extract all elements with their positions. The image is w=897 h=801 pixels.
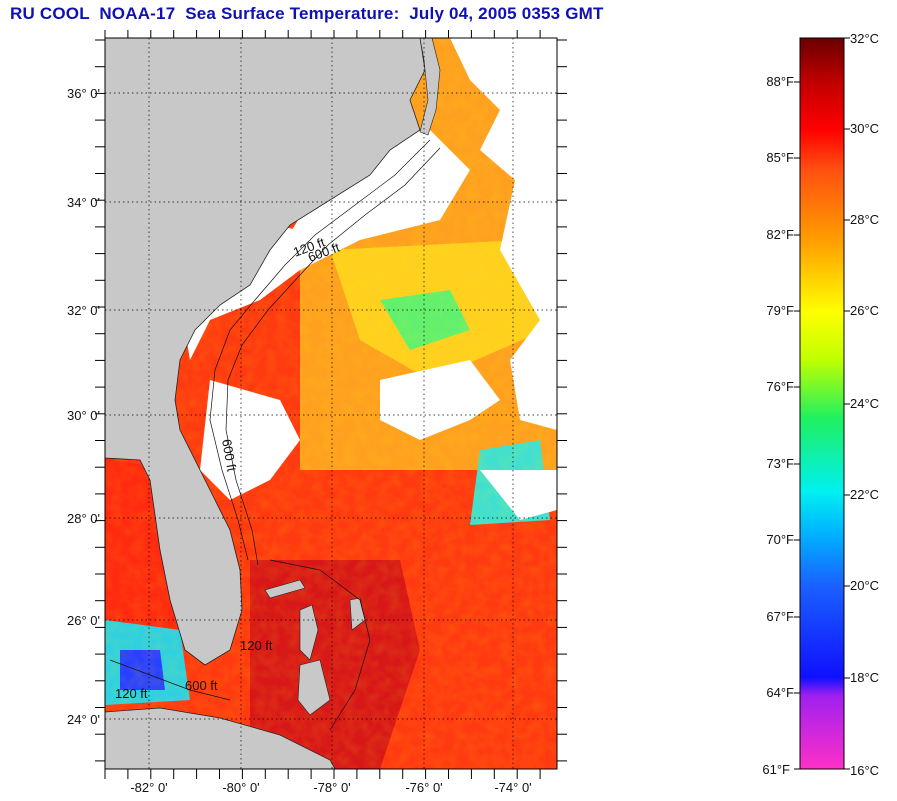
colorbar: 32°C 30°C 28°C 26°C 24°C 22°C 20°C 18°C … (762, 31, 879, 778)
lat-label: 30° 0' (67, 408, 100, 423)
land-cuba (105, 707, 336, 769)
lat-label: 34° 0' (67, 195, 100, 210)
fahrenheit-label: 64°F (766, 685, 794, 700)
fahrenheit-label: 88°F (766, 74, 794, 89)
contour-label: 600 ft (219, 438, 239, 473)
celsius-label: 16°C (850, 763, 879, 778)
fahrenheit-label: 76°F (766, 379, 794, 394)
fahrenheit-label: 70°F (766, 532, 794, 547)
celsius-label: 24°C (850, 396, 879, 411)
lon-label: -78° 0' (313, 780, 350, 795)
contour-label: 120 ft (115, 686, 148, 701)
cloud-southeast (480, 470, 557, 520)
lat-label: 36° 0' (67, 86, 100, 101)
colorbar-gradient (799, 37, 845, 770)
contour-label: 120 ft (240, 638, 273, 653)
fahrenheit-label: 82°F (766, 227, 794, 242)
fahrenheit-label: 61°F (762, 762, 790, 777)
celsius-label: 18°C (850, 670, 879, 685)
lon-label: -74° 0' (494, 780, 531, 795)
colorbar-ticks (794, 37, 850, 770)
lat-label: 26° 0' (67, 613, 100, 628)
longitude-labels: -82° 0' -80° 0' -78° 0' -76° 0' -74° 0' (130, 780, 531, 795)
celsius-label: 30°C (850, 121, 879, 136)
fahrenheit-label: 79°F (766, 303, 794, 318)
page-title: RU COOL NOAA-17 Sea Surface Temperature:… (10, 4, 604, 23)
land-andros-south (297, 659, 331, 716)
lon-label: -76° 0' (405, 780, 442, 795)
lon-label: -80° 0' (222, 780, 259, 795)
bathymetry-contours (109, 139, 441, 731)
lat-label: 32° 0' (67, 303, 100, 318)
latitude-labels: 36° 0' 34° 0' 32° 0' 30° 0' 28° 0' 26° 0… (67, 86, 100, 727)
map-panel: 600 ft 120 ft 600 ft 120 ft 600 ft 120 f… (105, 38, 557, 769)
cloud-florida-coast (200, 380, 300, 500)
land-andros (299, 604, 319, 661)
land-grand-bahama (264, 579, 306, 599)
cloud-offshore (380, 360, 500, 440)
celsius-label: 32°C (850, 31, 879, 46)
colorbar-fahrenheit-labels: 88°F 85°F 82°F 79°F 76°F 73°F 70°F 67°F … (762, 74, 794, 777)
cloud-east (450, 38, 557, 430)
map-frame (104, 37, 558, 770)
fahrenheit-label: 67°F (766, 609, 794, 624)
axis-ticks (95, 30, 567, 779)
colorbar-celsius-labels: 32°C 30°C 28°C 26°C 24°C 22°C 20°C 18°C … (850, 31, 879, 778)
lat-label: 28° 0' (67, 511, 100, 526)
graticule (105, 38, 557, 769)
contour-label: 600 ft (185, 678, 218, 693)
celsius-label: 22°C (850, 487, 879, 502)
celsius-label: 20°C (850, 578, 879, 593)
celsius-label: 28°C (850, 212, 879, 227)
lat-label: 24° 0' (67, 712, 100, 727)
celsius-label: 26°C (850, 303, 879, 318)
lon-label: -82° 0' (130, 780, 167, 795)
fahrenheit-label: 73°F (766, 456, 794, 471)
fahrenheit-label: 85°F (766, 150, 794, 165)
land-outer-banks (419, 38, 441, 136)
